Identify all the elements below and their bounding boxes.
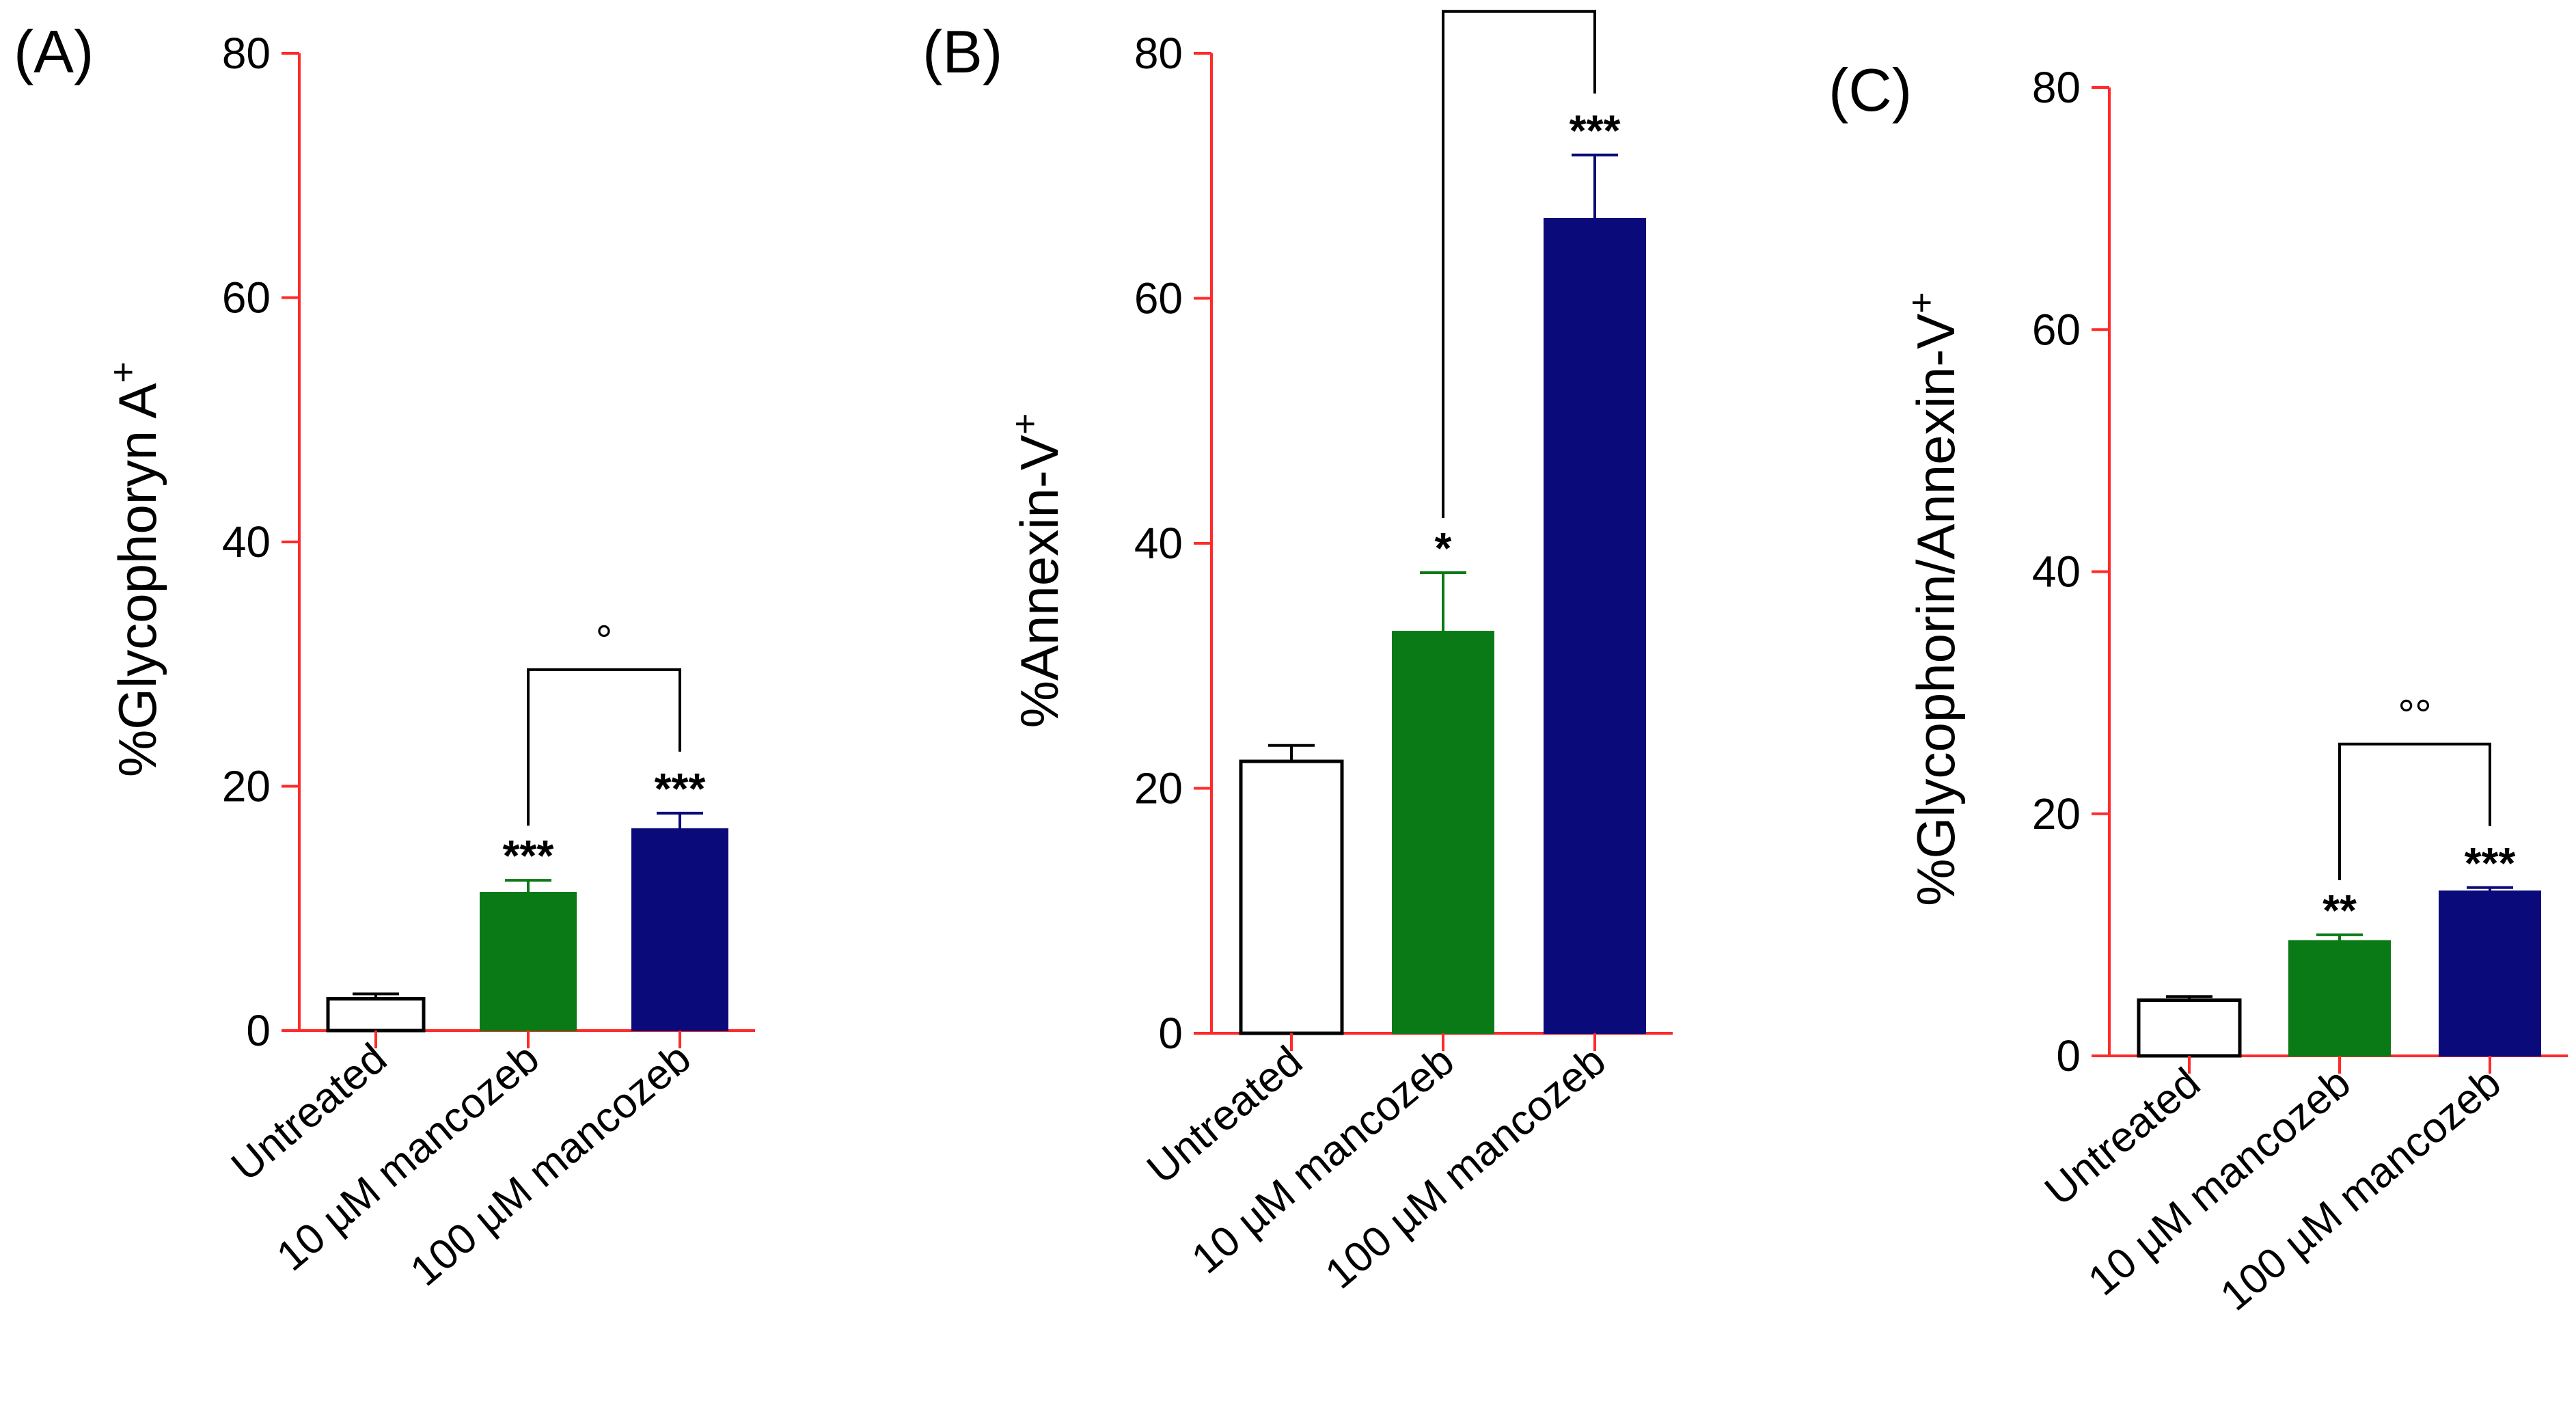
y-axis-label-text: %Annexin-V xyxy=(1009,435,1069,728)
bar-1 xyxy=(2137,998,2242,1058)
bar-3 xyxy=(631,828,728,1031)
bar-3 xyxy=(1544,217,1646,1034)
y-axis-label-text: %Glycophoryn A xyxy=(107,383,167,777)
comparison-significance: °° xyxy=(2398,692,2432,739)
x-tick-label: 100 µM mancozeb xyxy=(402,1035,700,1296)
x-tick-label: 10 µM mancozeb xyxy=(2079,1059,2359,1305)
y-axis-label-superscript: + xyxy=(102,362,143,383)
bar-2 xyxy=(2288,940,2391,1057)
significance-mark: * xyxy=(1435,523,1452,573)
panel-label: (C) xyxy=(1828,56,1912,124)
x-tick-label: 10 µM mancozeb xyxy=(268,1035,548,1280)
significance-mark: *** xyxy=(655,764,706,813)
significance-mark: *** xyxy=(2465,839,2516,888)
panel-label: (A) xyxy=(14,18,94,85)
y-tick-label: 20 xyxy=(2032,789,2081,839)
bar-1 xyxy=(1239,759,1344,1035)
comparison-significance: ° xyxy=(596,617,613,664)
y-tick-label: 40 xyxy=(222,517,271,567)
significance-mark: *** xyxy=(503,831,554,880)
comparison-significance: °° xyxy=(1502,0,1536,6)
significance-mark: *** xyxy=(1570,106,1621,155)
comparison-bracket xyxy=(1442,10,1596,519)
bar-2 xyxy=(1392,631,1494,1034)
significance-mark: ** xyxy=(2322,886,2357,935)
y-axis-label-superscript: + xyxy=(1004,413,1045,435)
y-tick-label: 80 xyxy=(222,29,271,78)
y-tick-label: 20 xyxy=(222,762,271,811)
comparison-bracket xyxy=(2338,742,2491,880)
y-tick-label: 80 xyxy=(2032,63,2081,112)
bar-3 xyxy=(2439,890,2541,1057)
y-tick-label: 60 xyxy=(222,273,271,323)
y-tick-label: 40 xyxy=(2032,547,2081,597)
y-tick-label: 0 xyxy=(1158,1009,1183,1058)
y-tick-label: 80 xyxy=(1134,29,1183,78)
y-tick-label: 40 xyxy=(1134,519,1183,568)
bar-2 xyxy=(480,892,577,1031)
y-axis-label-superscript: + xyxy=(1901,292,1942,314)
y-axis-label-text: %Glycophorin/Annexin-V xyxy=(1906,314,1966,906)
y-axis-label: %Annexin-V+ xyxy=(1004,413,1069,729)
y-tick-label: 0 xyxy=(246,1006,271,1055)
y-tick-label: 20 xyxy=(1134,764,1183,813)
y-tick-label: 0 xyxy=(2056,1031,2081,1080)
y-axis-label: %Glycophorin/Annexin-V+ xyxy=(1901,292,1966,906)
x-tick-label: 100 µM mancozeb xyxy=(1317,1037,1615,1298)
y-axis-label: %Glycophoryn A+ xyxy=(102,362,167,777)
x-tick-label: 100 µM mancozeb xyxy=(2212,1059,2510,1320)
bar-1 xyxy=(326,997,426,1033)
chart-panel-3: (C)%Glycophorin/Annexin-V+020406080Untre… xyxy=(1828,56,2568,1320)
comparison-bracket xyxy=(527,668,681,826)
y-tick-label: 60 xyxy=(2032,305,2081,354)
panel-label: (B) xyxy=(922,18,1002,85)
y-tick-label: 60 xyxy=(1134,274,1183,323)
x-tick-label: 10 µM mancozeb xyxy=(1183,1037,1463,1283)
